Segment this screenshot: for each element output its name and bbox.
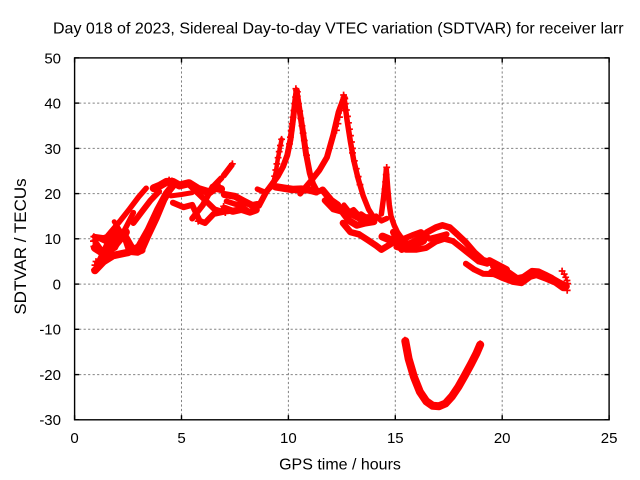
svg-text:20: 20	[494, 430, 511, 447]
svg-text:20: 20	[44, 186, 61, 203]
svg-text:10: 10	[44, 231, 61, 248]
svg-text:30: 30	[44, 141, 61, 158]
svg-text:15: 15	[387, 430, 404, 447]
svg-text:0: 0	[53, 277, 61, 294]
svg-text:5: 5	[177, 430, 185, 447]
svg-text:-30: -30	[39, 412, 61, 429]
svg-text:40: 40	[44, 96, 61, 113]
svg-text:Day 018 of 2023, Sidereal Day-: Day 018 of 2023, Sidereal Day-to-day VTE…	[53, 21, 624, 38]
svg-text:0: 0	[70, 430, 78, 447]
svg-text:-20: -20	[39, 367, 61, 384]
svg-text:GPS time / hours: GPS time / hours	[279, 456, 401, 473]
svg-text:50: 50	[44, 50, 61, 67]
svg-text:-10: -10	[39, 322, 61, 339]
svg-text:SDTVAR / TECUs: SDTVAR / TECUs	[11, 178, 30, 314]
svg-text:10: 10	[280, 430, 297, 447]
svg-text:25: 25	[601, 430, 618, 447]
